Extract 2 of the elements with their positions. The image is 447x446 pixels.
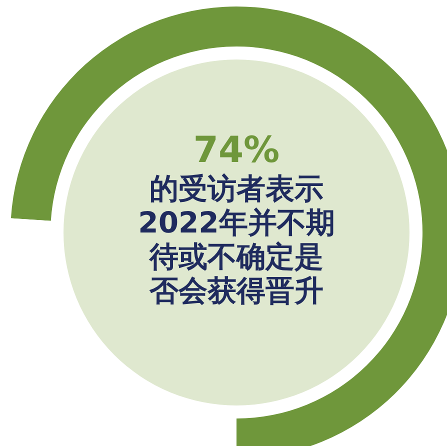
data-label: 74% bbox=[193, 130, 280, 171]
text: 的受访者表示2022年并不期待或不确定是否会获得晋升 bbox=[138, 172, 335, 308]
